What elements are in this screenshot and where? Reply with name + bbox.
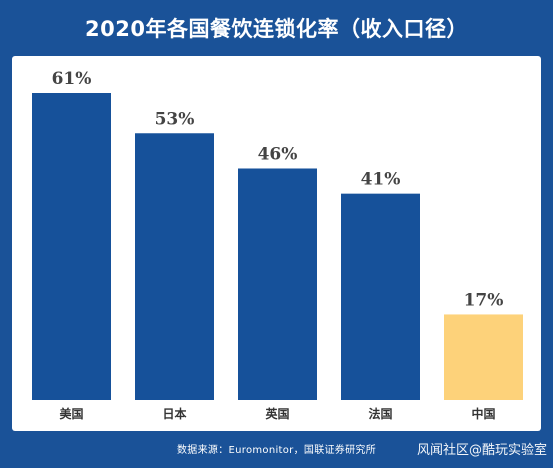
category-label: 美国 xyxy=(59,406,83,421)
category-label: 日本 xyxy=(162,406,186,421)
bar-3 xyxy=(238,168,317,400)
bar-1 xyxy=(32,93,111,400)
watermark: 风闻社区@酷玩实验室 xyxy=(416,443,547,458)
value-label: 17% xyxy=(464,290,504,310)
category-label: 英国 xyxy=(265,406,289,421)
data-source: 数据来源：Euromonitor，国联证券研究所 xyxy=(177,445,376,456)
bar-2 xyxy=(135,133,214,400)
value-label: 46% xyxy=(258,144,298,164)
value-label: 41% xyxy=(361,170,401,190)
value-label: 61% xyxy=(52,69,92,89)
chart-title: 2020年各国餐饮连锁化率（收入口径） xyxy=(85,17,468,41)
category-label: 法国 xyxy=(368,406,392,421)
value-label: 53% xyxy=(155,109,195,129)
bar-5 xyxy=(444,314,523,400)
bar-4 xyxy=(341,193,420,400)
category-label: 中国 xyxy=(471,406,495,421)
